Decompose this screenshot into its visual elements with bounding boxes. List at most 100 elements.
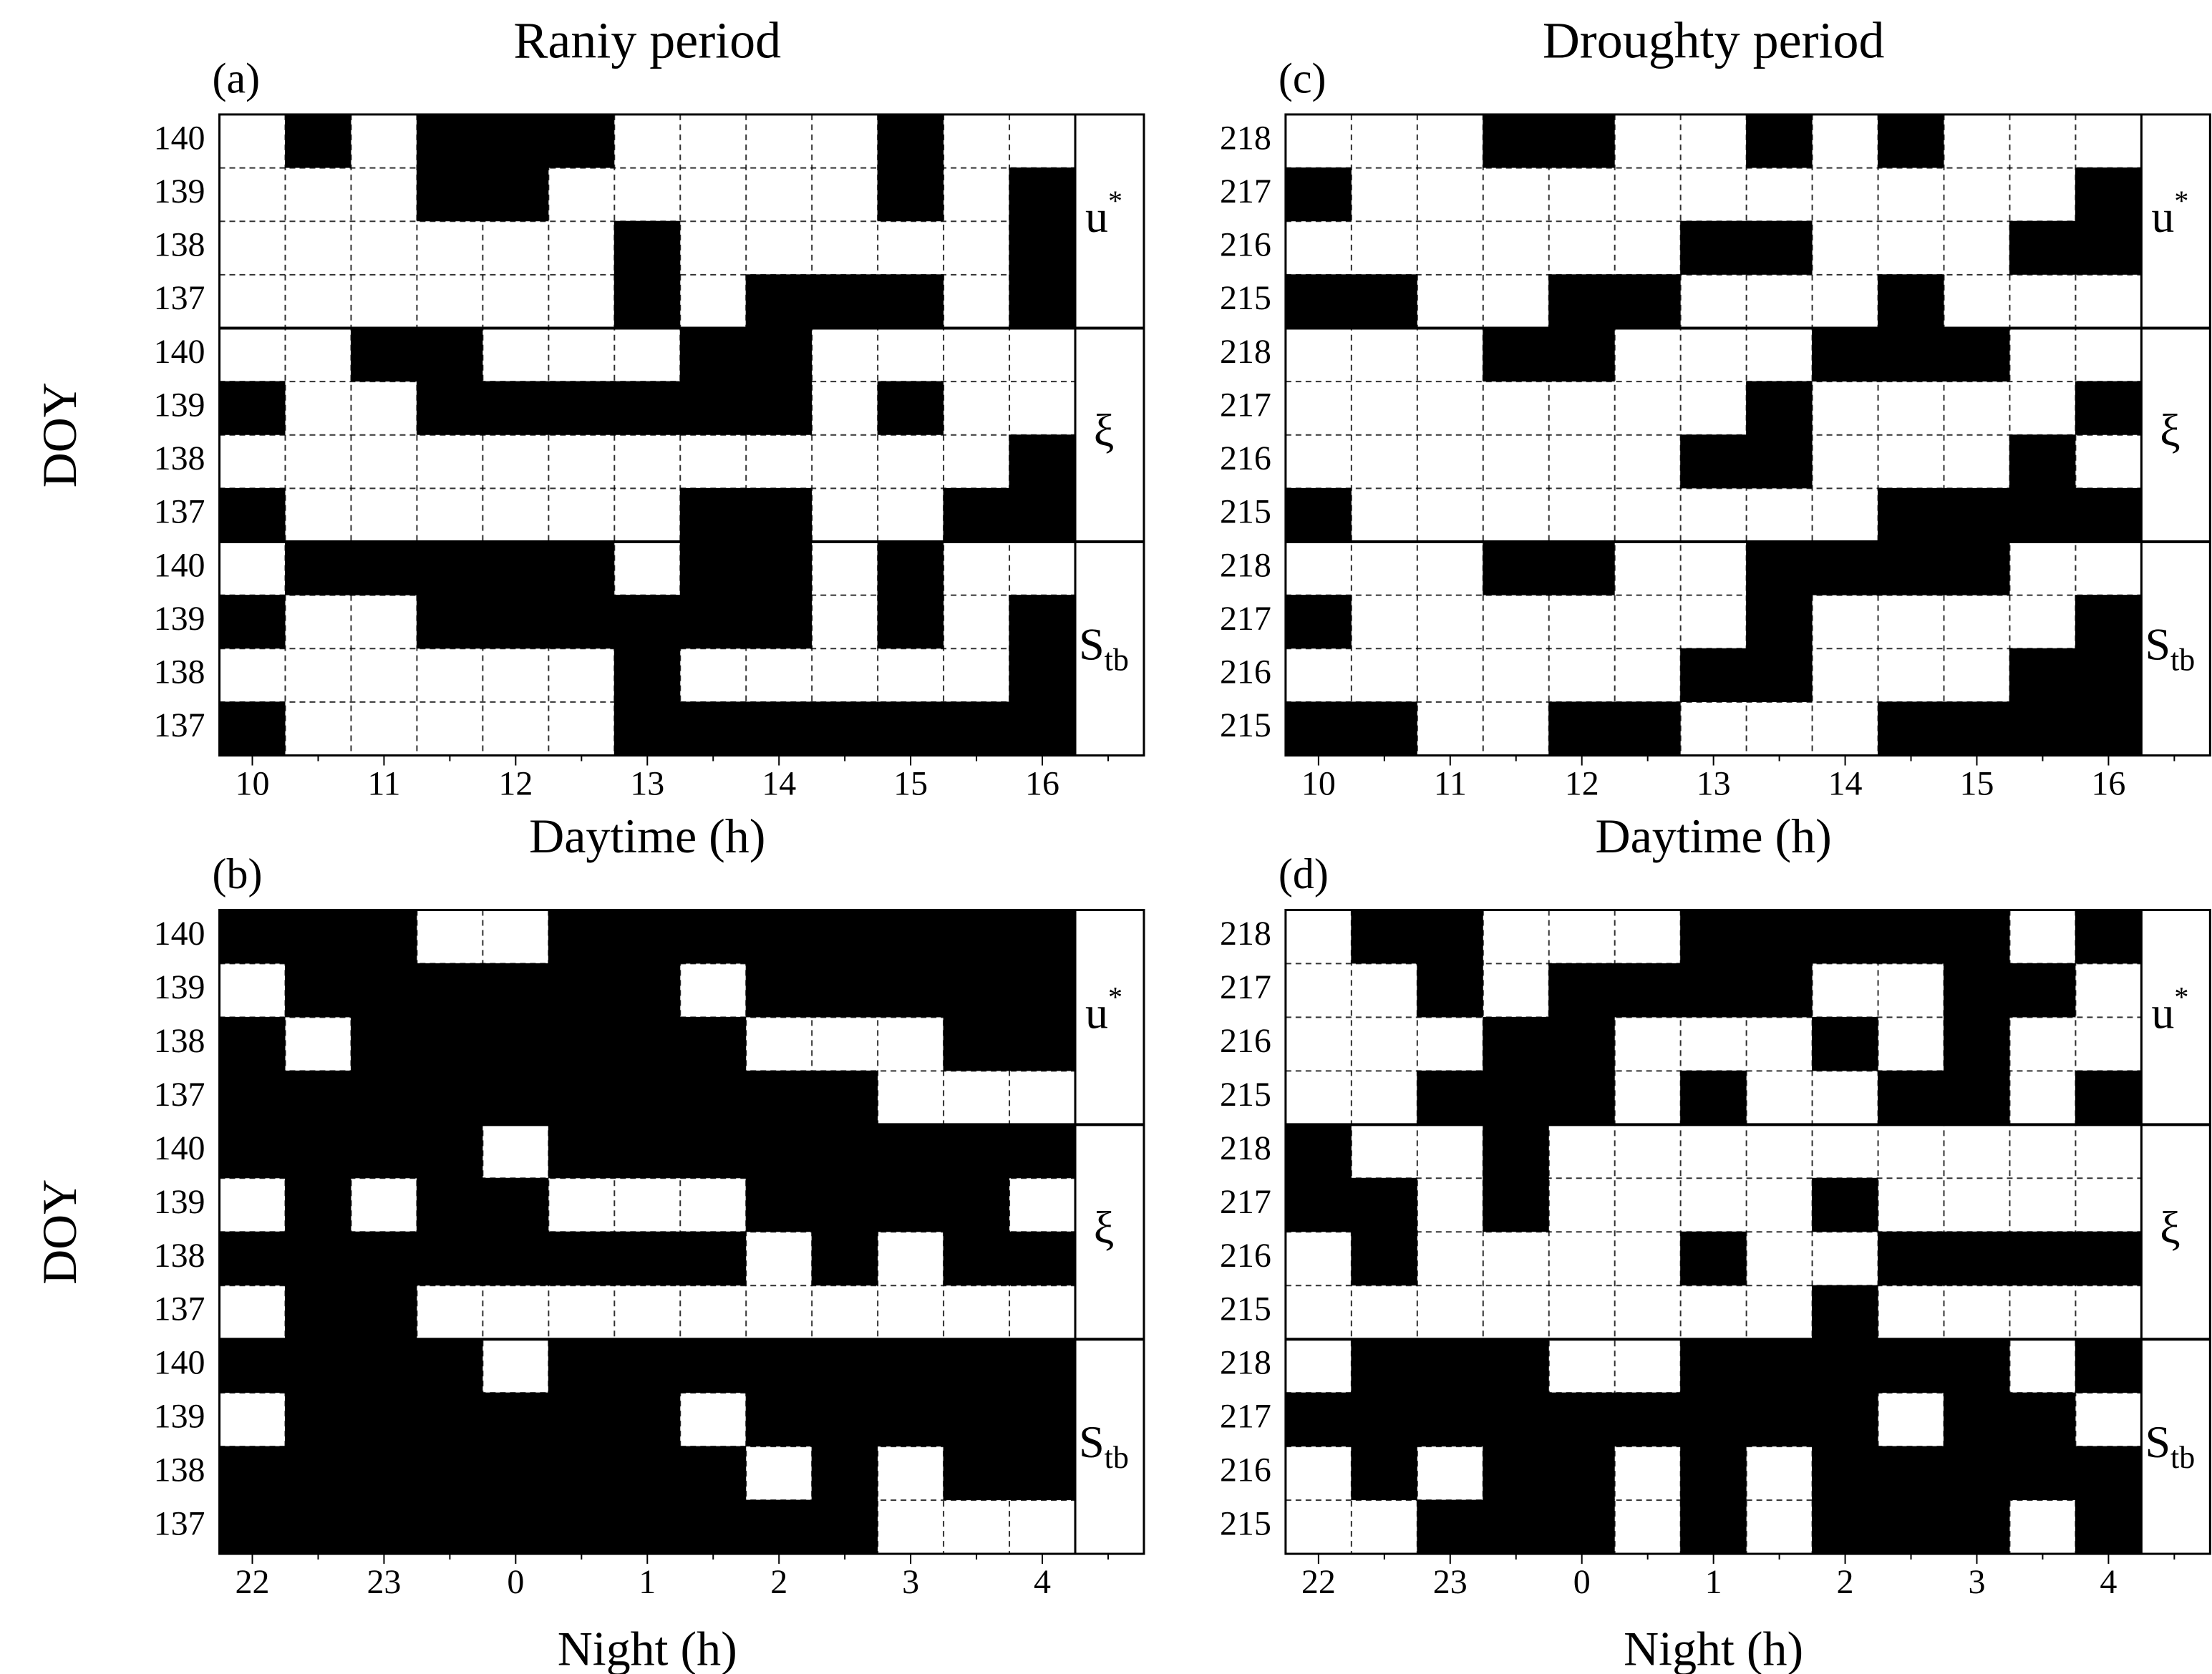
cell [944, 434, 1010, 489]
y-tick-label: 217 [1220, 1183, 1271, 1221]
cell [417, 648, 483, 702]
cell [1746, 488, 1813, 542]
cell [1614, 434, 1681, 489]
cell [1417, 1392, 1484, 1447]
cell [1878, 963, 1944, 1018]
cell [811, 1231, 878, 1286]
cell [1878, 701, 1944, 756]
cell [1812, 1232, 1878, 1286]
cell [1746, 648, 1813, 703]
cell [2009, 542, 2076, 595]
cell [1351, 701, 1418, 756]
cell [416, 381, 483, 436]
cell [219, 1016, 286, 1071]
cell [1943, 1446, 2010, 1501]
cell [219, 1393, 286, 1447]
cell [1944, 221, 2010, 275]
cell [1746, 1071, 1813, 1125]
cell [1009, 434, 1076, 489]
group-label: Stb [1079, 618, 1129, 677]
cell [219, 381, 286, 436]
cell [284, 963, 351, 1018]
cell [482, 274, 549, 329]
cell [1548, 1392, 1616, 1447]
cell [219, 167, 286, 222]
cell [1943, 1338, 2010, 1393]
cell [285, 328, 351, 382]
cell [2075, 595, 2142, 649]
cell [1944, 1178, 2010, 1232]
cell [1417, 595, 1483, 649]
cell [1351, 274, 1418, 329]
cell [1483, 274, 1549, 329]
cell [1483, 963, 1549, 1018]
cell [1548, 167, 1615, 222]
cell [416, 114, 483, 169]
cell [1614, 274, 1682, 329]
cell [1548, 1446, 1616, 1501]
cell [811, 909, 878, 964]
cell [1351, 221, 1417, 275]
cell [482, 1392, 549, 1447]
cell [943, 1016, 1010, 1071]
cell [1812, 381, 1878, 435]
cell [1614, 114, 1681, 168]
cell [285, 381, 351, 435]
group-label-sup: * [2174, 981, 2188, 1013]
cell [679, 541, 747, 596]
cell [1812, 1124, 1878, 1179]
cell [1878, 221, 1944, 275]
cell [1009, 1338, 1076, 1393]
cell [2075, 328, 2142, 382]
cell [1812, 541, 1879, 596]
cell [1548, 595, 1615, 649]
cell [482, 541, 549, 596]
cell [1614, 328, 1681, 382]
cell [284, 909, 351, 964]
cell [1943, 1016, 2010, 1071]
cell [219, 221, 286, 275]
cell [1614, 1285, 1681, 1340]
cell [284, 1070, 351, 1125]
cell [613, 963, 681, 1018]
cell [878, 1071, 944, 1125]
cell [284, 1231, 351, 1286]
cell [944, 648, 1010, 702]
cell [1009, 1016, 1076, 1071]
cell [2009, 220, 2076, 276]
cell [1944, 1124, 2010, 1179]
cell [1548, 327, 1616, 382]
cell [943, 1231, 1010, 1286]
cell [1878, 1178, 1944, 1232]
cell [877, 1338, 944, 1393]
cell [613, 1124, 681, 1179]
cell [943, 487, 1010, 542]
y-tick-label: 139 [154, 1183, 205, 1221]
cell [285, 488, 351, 542]
group-label-text: S [1079, 618, 1105, 669]
cell [745, 595, 812, 649]
cell [679, 1016, 747, 1071]
cell [812, 328, 878, 382]
y-tick-label: 139 [154, 386, 205, 424]
cell [745, 1177, 812, 1232]
cell [812, 542, 878, 595]
cell [1878, 114, 1944, 169]
y-tick-label: 137 [154, 706, 205, 744]
cell [1614, 1500, 1681, 1554]
cell [482, 328, 549, 382]
cell [2009, 1124, 2076, 1179]
cell [1878, 595, 1944, 649]
cell [680, 648, 747, 702]
cell [548, 1070, 615, 1125]
cell [417, 221, 483, 275]
cell [1417, 1124, 1483, 1179]
cell [877, 167, 944, 222]
cell [1548, 114, 1616, 169]
cell [1614, 1071, 1681, 1125]
cell [1878, 1393, 1944, 1447]
cell [680, 1285, 747, 1340]
cell [219, 701, 286, 756]
panel: 218 217 216 215 u* 218 217 216 215 ξ 218 217 216 215 S… [1220, 850, 2211, 1674]
cell [811, 1070, 878, 1125]
